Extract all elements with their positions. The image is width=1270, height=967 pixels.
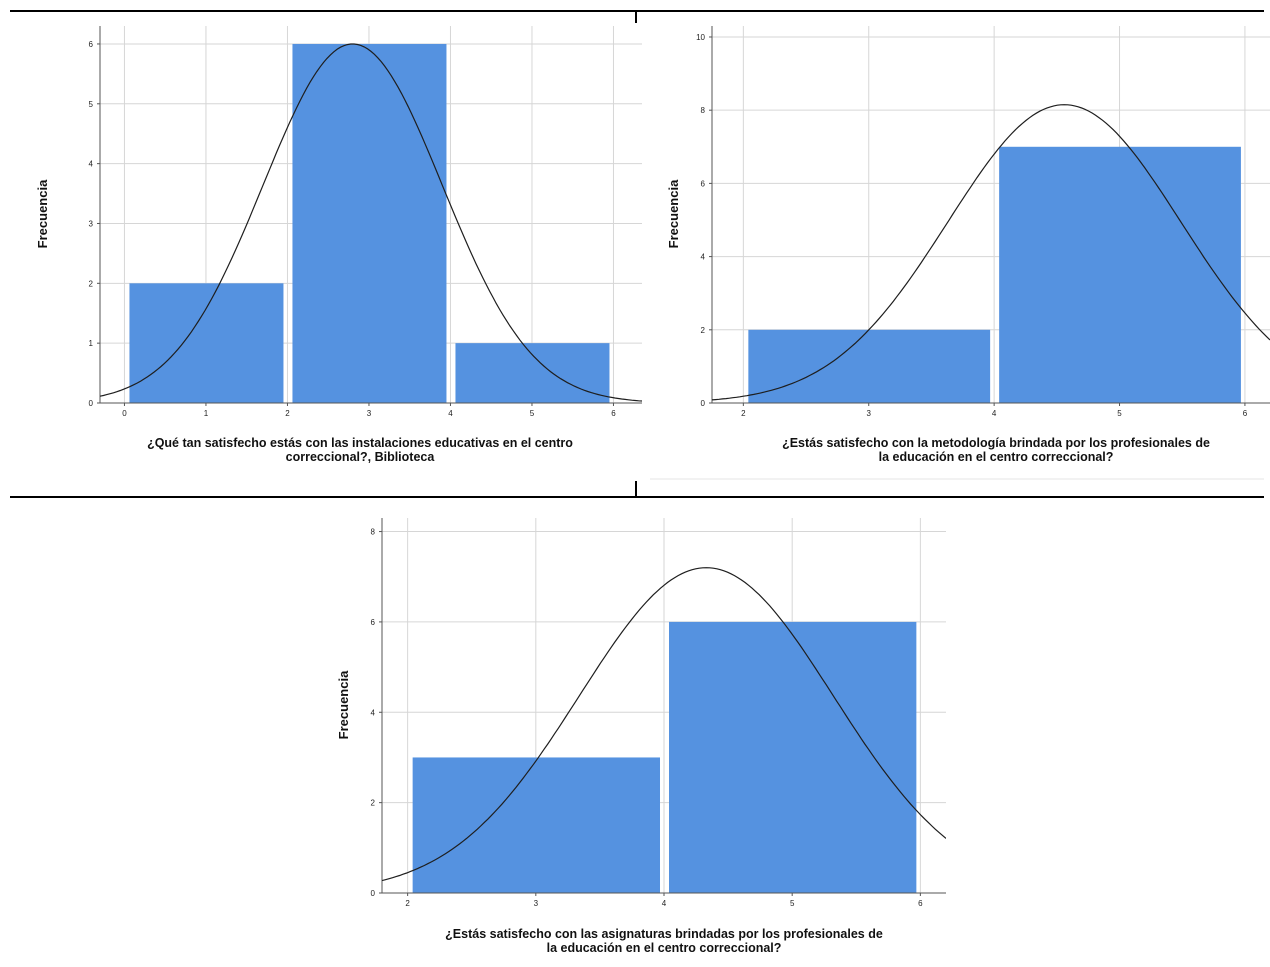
x-tick-label: 4: [448, 409, 453, 418]
x-tick-label: 5: [790, 899, 795, 908]
x-tick-label: 1: [204, 409, 209, 418]
x-tick-label: 4: [992, 409, 997, 418]
y-tick-label: 0: [371, 889, 376, 898]
y-axis-label: Frecuencia: [336, 670, 351, 739]
y-tick-label: 6: [371, 618, 376, 627]
x-tick-label: 3: [367, 409, 372, 418]
x-tick-label: 3: [867, 409, 872, 418]
histogram-bar: [748, 329, 991, 403]
normal-curve: [100, 43, 642, 402]
x-tick-label: 3: [534, 899, 539, 908]
histogram-bar: [669, 621, 917, 893]
y-axis-label: Frecuencia: [666, 179, 681, 248]
normal-curve: [382, 567, 946, 882]
x-tick-label: 2: [285, 409, 290, 418]
histogram-bar: [999, 146, 1241, 403]
x-tick-label: 5: [1117, 409, 1122, 418]
y-tick-label: 6: [701, 179, 706, 188]
x-axis-label: ¿Estás satisfecho con las asignaturas br…: [445, 927, 883, 955]
charts-layer: 0 1 2 3 4 5 6 0 1 2 3 4 5 6 Frecuencia ¿Qué tan satisfe…: [35, 26, 1270, 955]
histogram-bar: [292, 43, 447, 403]
x-axis-label: ¿Qué tan satisfecho estás con las instal…: [147, 436, 573, 464]
y-tick-label: 0: [701, 399, 706, 408]
histogram-bar: [129, 283, 284, 403]
y-tick-label: 1: [89, 339, 94, 348]
y-tick-label: 2: [701, 326, 706, 335]
y-tick-label: 8: [371, 528, 376, 537]
x-tick-label: 0: [122, 409, 127, 418]
y-tick-label: 5: [89, 100, 94, 109]
x-tick-label: 6: [1243, 409, 1248, 418]
y-tick-label: 3: [89, 219, 94, 228]
x-tick-label: 2: [741, 409, 746, 418]
y-tick-label: 4: [701, 253, 706, 262]
histogram-3: 2 3 4 5 6 0 2 4 6 8 Frecuencia ¿Estás satisfecho co…: [336, 518, 946, 955]
y-tick-label: 4: [371, 708, 376, 717]
y-axis-label: Frecuencia: [35, 179, 50, 248]
x-tick-label: 5: [530, 409, 535, 418]
histogram-1: 0 1 2 3 4 5 6 0 1 2 3 4 5 6 Frecuencia ¿Qué tan satisfe…: [35, 26, 642, 464]
x-axis-label-line: correccional?, Biblioteca: [286, 450, 436, 464]
y-tick-label: 8: [701, 106, 706, 115]
x-axis-label-line: ¿Estás satisfecho con la metodología bri…: [782, 436, 1210, 450]
x-axis-label: ¿Estás satisfecho con la metodología bri…: [782, 436, 1210, 464]
y-tick-label: 2: [89, 279, 94, 288]
x-tick-label: 4: [662, 899, 667, 908]
x-axis-label-line: ¿Estás satisfecho con las asignaturas br…: [445, 927, 883, 941]
y-tick-label: 0: [89, 399, 94, 408]
histogram-bar: [412, 757, 660, 893]
x-axis-label-line: la educación en el centro correccional?: [547, 941, 782, 955]
histogram-bar: [455, 343, 610, 403]
x-tick-label: 6: [918, 899, 923, 908]
x-tick-label: 6: [611, 409, 616, 418]
y-tick-label: 2: [371, 799, 376, 808]
histogram-2: 2 3 4 5 6 0 2 4 6 8 10 Frecuencia ¿Estás satisfecho …: [666, 26, 1270, 464]
x-axis-label-line: ¿Qué tan satisfecho estás con las instal…: [147, 436, 573, 450]
y-tick-label: 4: [89, 160, 94, 169]
y-tick-label: 10: [696, 33, 705, 42]
y-tick-label: 6: [89, 40, 94, 49]
normal-curve: [712, 104, 1270, 401]
x-tick-label: 2: [405, 899, 410, 908]
x-axis-label-line: la educación en el centro correccional?: [879, 450, 1114, 464]
